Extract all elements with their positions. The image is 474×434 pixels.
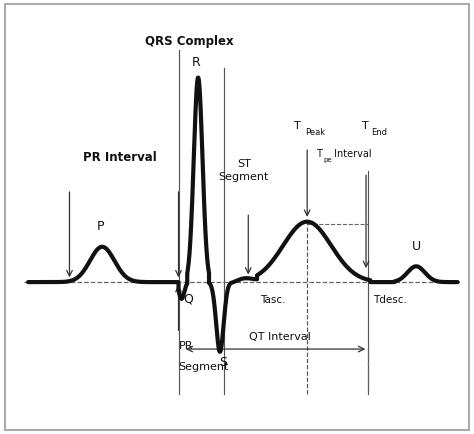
Text: Segment: Segment xyxy=(179,362,229,372)
Text: End: End xyxy=(371,128,387,137)
Text: T: T xyxy=(294,121,301,131)
Text: Tasc.: Tasc. xyxy=(261,295,286,305)
Text: P: P xyxy=(96,220,104,233)
Text: U: U xyxy=(411,240,421,253)
Text: Peak: Peak xyxy=(305,128,325,137)
Text: T: T xyxy=(362,121,368,131)
Text: PR: PR xyxy=(179,341,193,351)
Text: S: S xyxy=(219,356,228,369)
Text: Q: Q xyxy=(184,293,193,306)
Text: R: R xyxy=(191,56,201,69)
Text: Interval: Interval xyxy=(331,148,372,158)
Text: QRS Complex: QRS Complex xyxy=(145,35,234,48)
Text: ST
Segment: ST Segment xyxy=(219,159,269,182)
Text: pe: pe xyxy=(324,157,332,163)
Text: PR Interval: PR Interval xyxy=(83,151,156,164)
Text: QT Interval: QT Interval xyxy=(249,332,311,342)
Text: T: T xyxy=(316,148,322,158)
Text: Tdesc.: Tdesc. xyxy=(373,295,406,305)
